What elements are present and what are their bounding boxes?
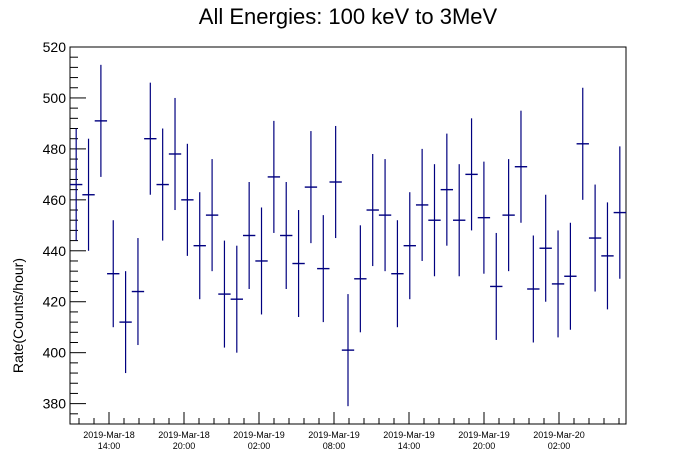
- data-point: [280, 182, 293, 289]
- data-point: [181, 143, 194, 256]
- x-tick-label-time: 08:00: [323, 441, 346, 451]
- x-tick-label-time: 02:00: [248, 441, 271, 451]
- y-tick-label: 520: [43, 39, 67, 55]
- data-point: [453, 164, 466, 277]
- data-point: [317, 215, 330, 323]
- y-tick-label: 440: [43, 243, 67, 259]
- data-point: [119, 271, 132, 374]
- y-tick-label: 480: [43, 141, 67, 157]
- data-point: [564, 222, 577, 330]
- y-tick-label: 500: [43, 90, 67, 106]
- data-point: [576, 87, 589, 200]
- data-point: [230, 245, 243, 353]
- data-point: [415, 148, 429, 261]
- data-point: [218, 240, 231, 348]
- data-point: [329, 125, 342, 239]
- data-point: [193, 192, 206, 300]
- data-points: [70, 64, 626, 407]
- x-axis: 2019-Mar-1814:002019-Mar-1820:002019-Mar…: [78, 412, 620, 451]
- x-tick-label-time: 20:00: [173, 441, 196, 451]
- data-point: [70, 128, 83, 241]
- data-point: [527, 235, 540, 343]
- y-tick-label: 420: [43, 294, 67, 310]
- x-tick-label-time: 02:00: [548, 441, 571, 451]
- data-point: [94, 64, 108, 177]
- y-tick-label: 460: [43, 192, 67, 208]
- data-point: [440, 133, 454, 246]
- data-point: [205, 159, 219, 272]
- data-point: [403, 192, 416, 300]
- data-point: [292, 210, 305, 318]
- y-axis: 380 400 420 440 460 480 500 520: [43, 39, 86, 425]
- data-point: [551, 230, 565, 338]
- x-tick-label-date: 2019-Mar-20: [533, 430, 585, 440]
- plot-frame: [69, 46, 627, 425]
- data-point: [168, 97, 182, 211]
- x-tick-label-date: 2019-Mar-19: [308, 430, 360, 440]
- x-tick-label-date: 2019-Mar-19: [233, 430, 285, 440]
- y-axis-label: Rate(Counts/hour): [10, 258, 26, 373]
- x-tick-label-time: 20:00: [473, 441, 496, 451]
- data-point: [490, 232, 503, 340]
- data-point: [601, 202, 614, 310]
- data-point: [465, 118, 478, 231]
- data-point: [539, 194, 552, 302]
- plot-border: [69, 46, 627, 425]
- x-tick-label-time: 14:00: [98, 441, 121, 451]
- x-tick-label-date: 2019-Mar-19: [383, 430, 435, 440]
- data-point: [304, 131, 318, 244]
- x-tick-label-date: 2019-Mar-18: [83, 430, 135, 440]
- data-point: [255, 207, 268, 315]
- data-point: [514, 110, 528, 223]
- data-point: [502, 159, 515, 272]
- data-point: [156, 128, 169, 241]
- x-tick-label-date: 2019-Mar-18: [158, 430, 210, 440]
- data-point: [391, 220, 404, 328]
- y-tick-label: 380: [43, 396, 67, 412]
- data-point: [588, 184, 602, 292]
- data-point: [242, 182, 256, 289]
- chart-title: All Energies: 100 keV to 3MeV: [199, 4, 498, 29]
- data-point: [107, 220, 120, 328]
- data-point: [378, 159, 392, 272]
- x-tick-label-date: 2019-Mar-19: [458, 430, 510, 440]
- data-point: [144, 82, 157, 195]
- data-point: [131, 238, 145, 346]
- data-point: [82, 138, 95, 251]
- y-tick-label: 400: [43, 345, 67, 361]
- data-point: [613, 146, 626, 279]
- x-tick-label-time: 14:00: [398, 441, 421, 451]
- data-point: [354, 225, 367, 333]
- data-point: [366, 153, 379, 267]
- data-point: [477, 161, 491, 274]
- data-point: [267, 120, 281, 233]
- data-point: [428, 164, 441, 277]
- data-point: [341, 294, 355, 407]
